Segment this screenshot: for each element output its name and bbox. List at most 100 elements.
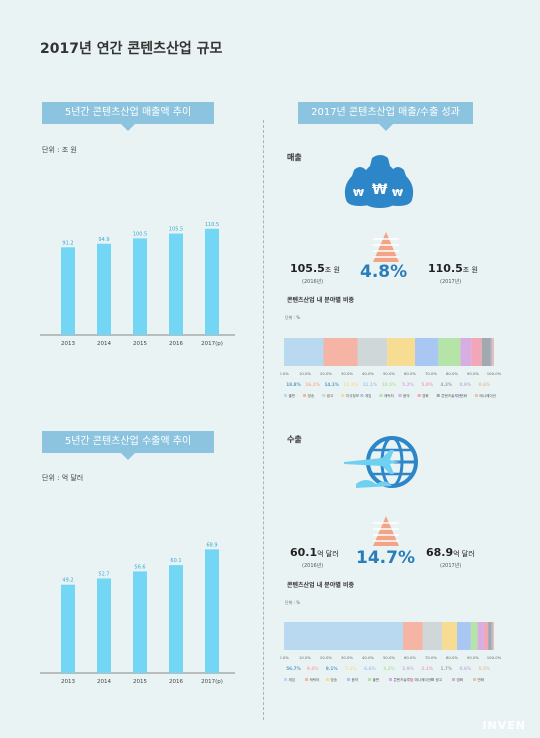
exports-bar xyxy=(61,584,75,673)
sales-share-tick-label: 50.0% xyxy=(383,371,395,376)
sales-share-legend-label: 광고 xyxy=(327,393,334,398)
sales-share-tick-label: 0.0% xyxy=(280,371,289,376)
sales-category-label: 2014 xyxy=(97,341,111,347)
sales-share-segment xyxy=(460,338,472,366)
exports-share-segment xyxy=(483,622,489,650)
exports-share-value-label: 6.6% xyxy=(364,666,376,671)
growth-pyramid-icon xyxy=(373,516,399,546)
money-bag-icon: ₩ ₩ ₩ xyxy=(344,155,414,208)
sales-category-label: 2015 xyxy=(133,341,147,347)
exports-category-label: 2015 xyxy=(133,679,147,685)
exports-label: 수출 xyxy=(287,435,302,444)
exports-share-segment xyxy=(470,622,478,650)
sales-share-legend-label: 지식정보 xyxy=(346,393,360,398)
exports-share-tick-label: 100.0% xyxy=(487,655,502,660)
exports-share-legend-swatch xyxy=(410,678,413,681)
inven-watermark: INVEN xyxy=(482,719,526,732)
sales-share-segment xyxy=(323,338,358,366)
sales-share-legend-label: 영화 xyxy=(422,393,429,398)
exports-bar xyxy=(169,565,183,673)
sales-category-label: 2017(p) xyxy=(201,341,223,347)
exports-share-tick-label: 20.0% xyxy=(320,655,332,660)
sales-bar xyxy=(61,247,75,335)
exports-share-unit: 단위 : % xyxy=(285,600,301,605)
exports-share-legend-swatch xyxy=(389,678,392,681)
exports-share-legend-swatch xyxy=(284,678,287,681)
sales-share-chart: 0.0% 10.0% 20.0% 30.0% 40.0% 50.0% 60.0% 70.0% 8… xyxy=(280,338,502,398)
exports-2016-value: 60.1억 달러 xyxy=(290,546,339,559)
sales-share-legend-swatch xyxy=(379,394,383,397)
exports-growth-rate: 14.7% xyxy=(356,548,415,568)
sales-share-value-label: 0.9% xyxy=(460,382,472,387)
svg-text:₩: ₩ xyxy=(372,182,388,198)
sales-share-segment xyxy=(284,338,324,366)
exports-share-legend-swatch xyxy=(368,678,371,681)
exports-share-legend-swatch xyxy=(326,678,329,681)
exports-share-value-label: 0.6% xyxy=(460,666,472,671)
exports-2016-year: (2016년) xyxy=(302,563,324,569)
exports-share-value-label: 2.1% xyxy=(421,666,433,671)
sales-trend-chart: 91.2 2013 94.9 2014 100.5 2015 105.5 2016 110.5 2… xyxy=(40,222,235,347)
exports-share-tick-label: 80.0% xyxy=(446,655,458,660)
exports-value-label: 56.6 xyxy=(134,564,145,570)
sales-share-legend-swatch xyxy=(474,394,478,397)
exports-value-label: 68.9 xyxy=(206,542,217,548)
exports-share-value-label: 9.4% xyxy=(307,666,319,671)
exports-share-tick-label: 0.0% xyxy=(280,655,289,660)
sales-share-value-label: 14.1% xyxy=(324,382,339,387)
exports-share-tick-label: 60.0% xyxy=(404,655,416,660)
sales-share-legend-label: 애니메이션 xyxy=(479,393,496,398)
sales-share-tick-label: 100.0% xyxy=(487,371,502,376)
sales-share-legend-swatch xyxy=(455,394,459,397)
sales-share-segment xyxy=(490,338,493,366)
sales-share-legend-label: 출판 xyxy=(289,393,296,398)
exports-share-segment xyxy=(441,622,458,650)
sales-2017-year: (2017년) xyxy=(440,279,462,285)
sales-share-segment xyxy=(481,338,491,366)
sales-share-tick-label: 30.0% xyxy=(341,371,353,376)
exports-bar xyxy=(133,571,147,673)
sales-share-tick-label: 10.0% xyxy=(299,371,311,376)
exports-share-segment xyxy=(492,622,494,650)
sales-share-legend-swatch xyxy=(322,394,326,397)
page-title: 2017년 연간 콘텐츠산업 규모 xyxy=(40,41,223,57)
sales-share-legend-swatch xyxy=(284,394,287,397)
exports-share-legend-swatch xyxy=(347,678,350,681)
exports-share-legend-swatch xyxy=(473,678,476,681)
exports-share-value-label: 9.1% xyxy=(326,666,338,671)
exports-category-label: 2013 xyxy=(61,679,75,685)
performance-banner: 2017년 콘텐츠산업 매출/수출 성과 xyxy=(298,102,473,131)
exports-share-tick-label: 10.0% xyxy=(299,655,311,660)
globe-airplane-icon xyxy=(344,436,418,488)
sales-value-label: 94.9 xyxy=(98,237,109,243)
exports-category-label: 2016 xyxy=(169,679,183,685)
exports-share-tick-label: 70.0% xyxy=(425,655,437,660)
sales-share-legend-label: 콘텐츠솔루션 xyxy=(441,393,461,398)
exports-share-legend-label: 음악 xyxy=(352,677,359,682)
exports-share-chart: 0.0% 10.0% 20.0% 30.0% 40.0% 50.0% 60.0% 70.0% 8… xyxy=(280,622,502,682)
exports-2017-value: 68.9억 달러 xyxy=(426,546,475,559)
exports-bar xyxy=(205,549,219,673)
sales-share-value-label: 18.8% xyxy=(286,382,301,387)
sales-share-value-label: 11.1% xyxy=(363,382,378,387)
export-trend-unit: 단위 : 억 달러 xyxy=(42,474,84,482)
column-divider xyxy=(263,120,264,720)
exports-share-tick-label: 30.0% xyxy=(341,655,353,660)
sales-share-segment xyxy=(492,338,494,366)
exports-value-label: 60.1 xyxy=(170,558,181,564)
exports-share-value-label: 3.2% xyxy=(383,666,395,671)
exports-category-label: 2014 xyxy=(97,679,111,685)
sales-share-tick-label: 60.0% xyxy=(404,371,416,376)
sales-share-tick-label: 80.0% xyxy=(446,371,458,376)
sales-bar xyxy=(205,228,219,335)
exports-share-legend-label: 캐릭터 xyxy=(310,677,320,682)
exports-share-legend-swatch xyxy=(431,678,434,681)
exports-share-segment xyxy=(422,622,442,650)
exports-share-legend-label: 애니메이션 xyxy=(415,677,432,682)
sales-share-tick-label: 40.0% xyxy=(362,371,374,376)
sales-share-legend-label: 음악 xyxy=(403,393,410,398)
sales-share-value-label: 0.6% xyxy=(479,382,491,387)
exports-share-value-label: 56.7% xyxy=(286,666,301,671)
exports-share-legend-label: 만화 xyxy=(478,677,485,682)
exports-category-label: 2017(p) xyxy=(201,679,223,685)
